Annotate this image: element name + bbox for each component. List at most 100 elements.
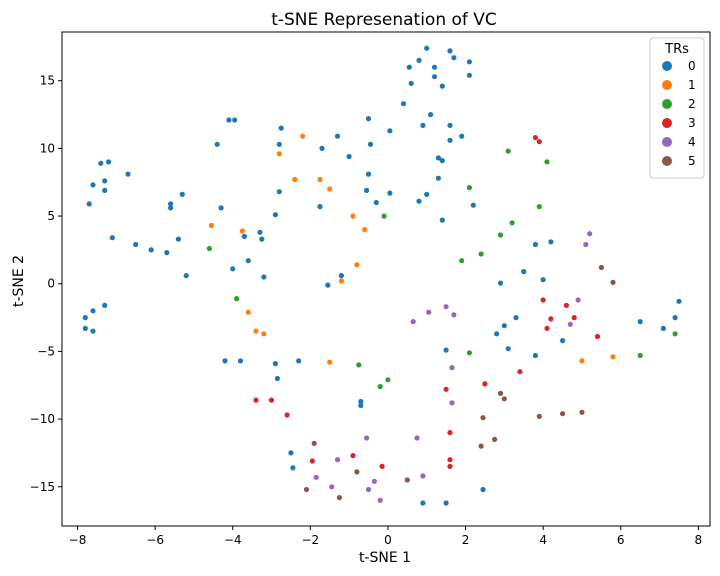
data-point <box>451 312 457 318</box>
data-point <box>478 251 484 257</box>
data-point <box>560 338 566 344</box>
data-point <box>459 258 465 264</box>
data-point <box>336 495 342 501</box>
data-point <box>365 171 372 177</box>
data-point <box>637 352 643 359</box>
data-point <box>420 500 426 506</box>
data-point <box>317 204 323 210</box>
data-point <box>536 204 542 210</box>
data-point <box>168 205 174 211</box>
data-point <box>218 205 224 211</box>
data-point <box>364 187 370 193</box>
data-point <box>253 397 259 403</box>
data-point <box>420 473 426 479</box>
legend-label: 5 <box>688 154 696 168</box>
data-point <box>509 220 515 226</box>
data-point <box>385 377 391 383</box>
data-point <box>230 266 236 272</box>
data-point <box>288 450 294 456</box>
data-point <box>494 331 500 337</box>
data-point <box>82 325 88 331</box>
x-tick-label: −4 <box>224 533 242 547</box>
data-point <box>179 191 185 197</box>
data-point <box>325 282 331 288</box>
data-point <box>466 59 472 65</box>
data-point <box>447 463 453 469</box>
data-point <box>183 273 189 279</box>
y-axis-label: t-SNE 2 <box>11 255 27 307</box>
x-tick-label: 8 <box>695 533 703 547</box>
data-point <box>439 217 445 223</box>
data-point <box>90 182 96 188</box>
legend: TRs 0 1 2 3 4 5 <box>649 37 705 179</box>
chart-title: t-SNE Represenation of VC <box>271 10 497 30</box>
data-point <box>470 202 476 208</box>
data-point <box>548 239 554 245</box>
y-tick-label: 10 <box>40 141 55 155</box>
data-point <box>492 436 498 442</box>
data-point <box>404 477 410 483</box>
data-point <box>350 453 356 459</box>
data-point <box>373 199 379 206</box>
data-point <box>377 497 383 503</box>
data-point <box>276 141 282 147</box>
data-point <box>272 212 278 218</box>
data-point <box>98 160 104 166</box>
data-point <box>532 135 539 141</box>
data-point <box>309 458 315 464</box>
data-point <box>106 159 112 165</box>
data-point <box>466 185 472 191</box>
legend-title: TRs <box>664 42 689 57</box>
series-1 <box>208 133 616 365</box>
data-point <box>82 315 88 321</box>
legend-label: 3 <box>688 116 696 130</box>
data-point <box>517 369 523 375</box>
data-point <box>428 112 434 118</box>
data-point <box>164 250 170 256</box>
x-tick-label: 4 <box>539 533 547 547</box>
x-tick-label: −8 <box>69 533 87 547</box>
data-point <box>447 457 453 463</box>
data-point <box>443 500 449 506</box>
data-point <box>379 463 385 469</box>
data-point <box>408 80 414 86</box>
data-point <box>451 55 457 61</box>
data-point <box>447 122 453 128</box>
data-point <box>426 309 432 315</box>
data-point <box>303 486 310 493</box>
data-point <box>660 325 667 331</box>
data-point <box>296 358 302 364</box>
data-point <box>583 241 589 248</box>
data-point <box>610 279 616 285</box>
plot-area <box>82 45 682 506</box>
y-tick-label: −15 <box>30 480 55 494</box>
x-tick-label: −6 <box>146 533 164 547</box>
data-point <box>358 402 364 409</box>
data-point <box>447 430 453 436</box>
data-point <box>480 486 486 493</box>
data-point <box>261 331 267 337</box>
data-point <box>548 316 554 322</box>
legend-label: 4 <box>688 135 696 149</box>
y-tick-label: 0 <box>47 277 55 291</box>
data-point <box>338 278 344 284</box>
data-point <box>435 175 441 181</box>
data-point <box>544 159 550 165</box>
data-point <box>431 64 438 70</box>
y-tick-label: 5 <box>47 209 55 223</box>
data-point <box>356 362 362 368</box>
data-point <box>579 358 585 364</box>
data-point <box>420 122 426 128</box>
data-point <box>536 413 542 419</box>
legend-marker <box>662 99 672 109</box>
data-point <box>540 297 546 303</box>
data-point <box>587 231 593 237</box>
data-point <box>435 155 441 161</box>
x-tick-label: −2 <box>301 533 319 547</box>
data-point <box>90 308 96 314</box>
data-point <box>480 415 486 421</box>
data-point <box>513 315 519 321</box>
data-point <box>175 236 181 242</box>
data-point <box>329 484 335 490</box>
